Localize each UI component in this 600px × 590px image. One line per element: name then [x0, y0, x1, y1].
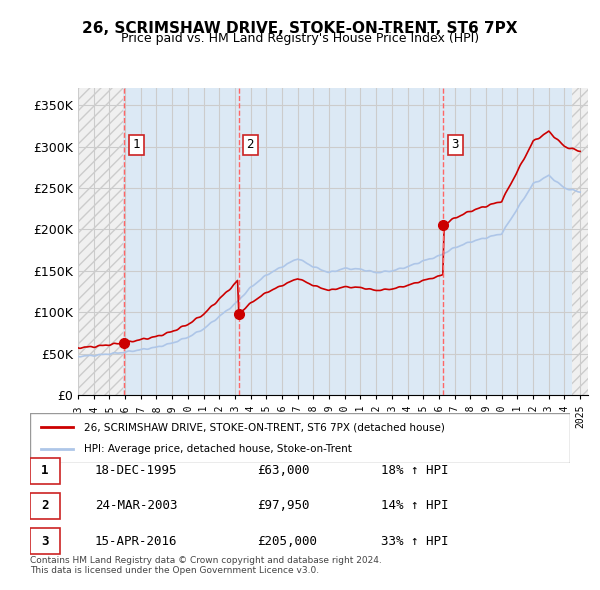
Bar	[572, 88, 588, 395]
Text: 15-APR-2016: 15-APR-2016	[95, 535, 178, 548]
Text: Contains HM Land Registry data © Crown copyright and database right 2024.
This d: Contains HM Land Registry data © Crown c…	[30, 556, 382, 575]
Text: 2: 2	[41, 499, 49, 513]
Text: 14% ↑ HPI: 14% ↑ HPI	[381, 499, 449, 513]
Text: £63,000: £63,000	[257, 464, 310, 477]
Text: Price paid vs. HM Land Registry's House Price Index (HPI): Price paid vs. HM Land Registry's House …	[121, 32, 479, 45]
FancyBboxPatch shape	[30, 529, 60, 555]
Text: 26, SCRIMSHAW DRIVE, STOKE-ON-TRENT, ST6 7PX: 26, SCRIMSHAW DRIVE, STOKE-ON-TRENT, ST6…	[82, 21, 518, 35]
Text: £205,000: £205,000	[257, 535, 317, 548]
Text: 24-MAR-2003: 24-MAR-2003	[95, 499, 178, 513]
Text: £97,950: £97,950	[257, 499, 310, 513]
Text: 3: 3	[451, 138, 459, 151]
Text: 1: 1	[41, 464, 49, 477]
FancyBboxPatch shape	[30, 458, 60, 484]
Text: 18% ↑ HPI: 18% ↑ HPI	[381, 464, 449, 477]
Text: HPI: Average price, detached house, Stoke-on-Trent: HPI: Average price, detached house, Stok…	[84, 444, 352, 454]
Bar	[78, 88, 123, 395]
Text: 26, SCRIMSHAW DRIVE, STOKE-ON-TRENT, ST6 7PX (detached house): 26, SCRIMSHAW DRIVE, STOKE-ON-TRENT, ST6…	[84, 422, 445, 432]
FancyBboxPatch shape	[30, 413, 570, 463]
Text: 2: 2	[247, 138, 254, 151]
Text: 1: 1	[132, 138, 140, 151]
Text: 18-DEC-1995: 18-DEC-1995	[95, 464, 178, 477]
Text: 3: 3	[41, 535, 49, 548]
FancyBboxPatch shape	[30, 493, 60, 519]
Text: 33% ↑ HPI: 33% ↑ HPI	[381, 535, 449, 548]
